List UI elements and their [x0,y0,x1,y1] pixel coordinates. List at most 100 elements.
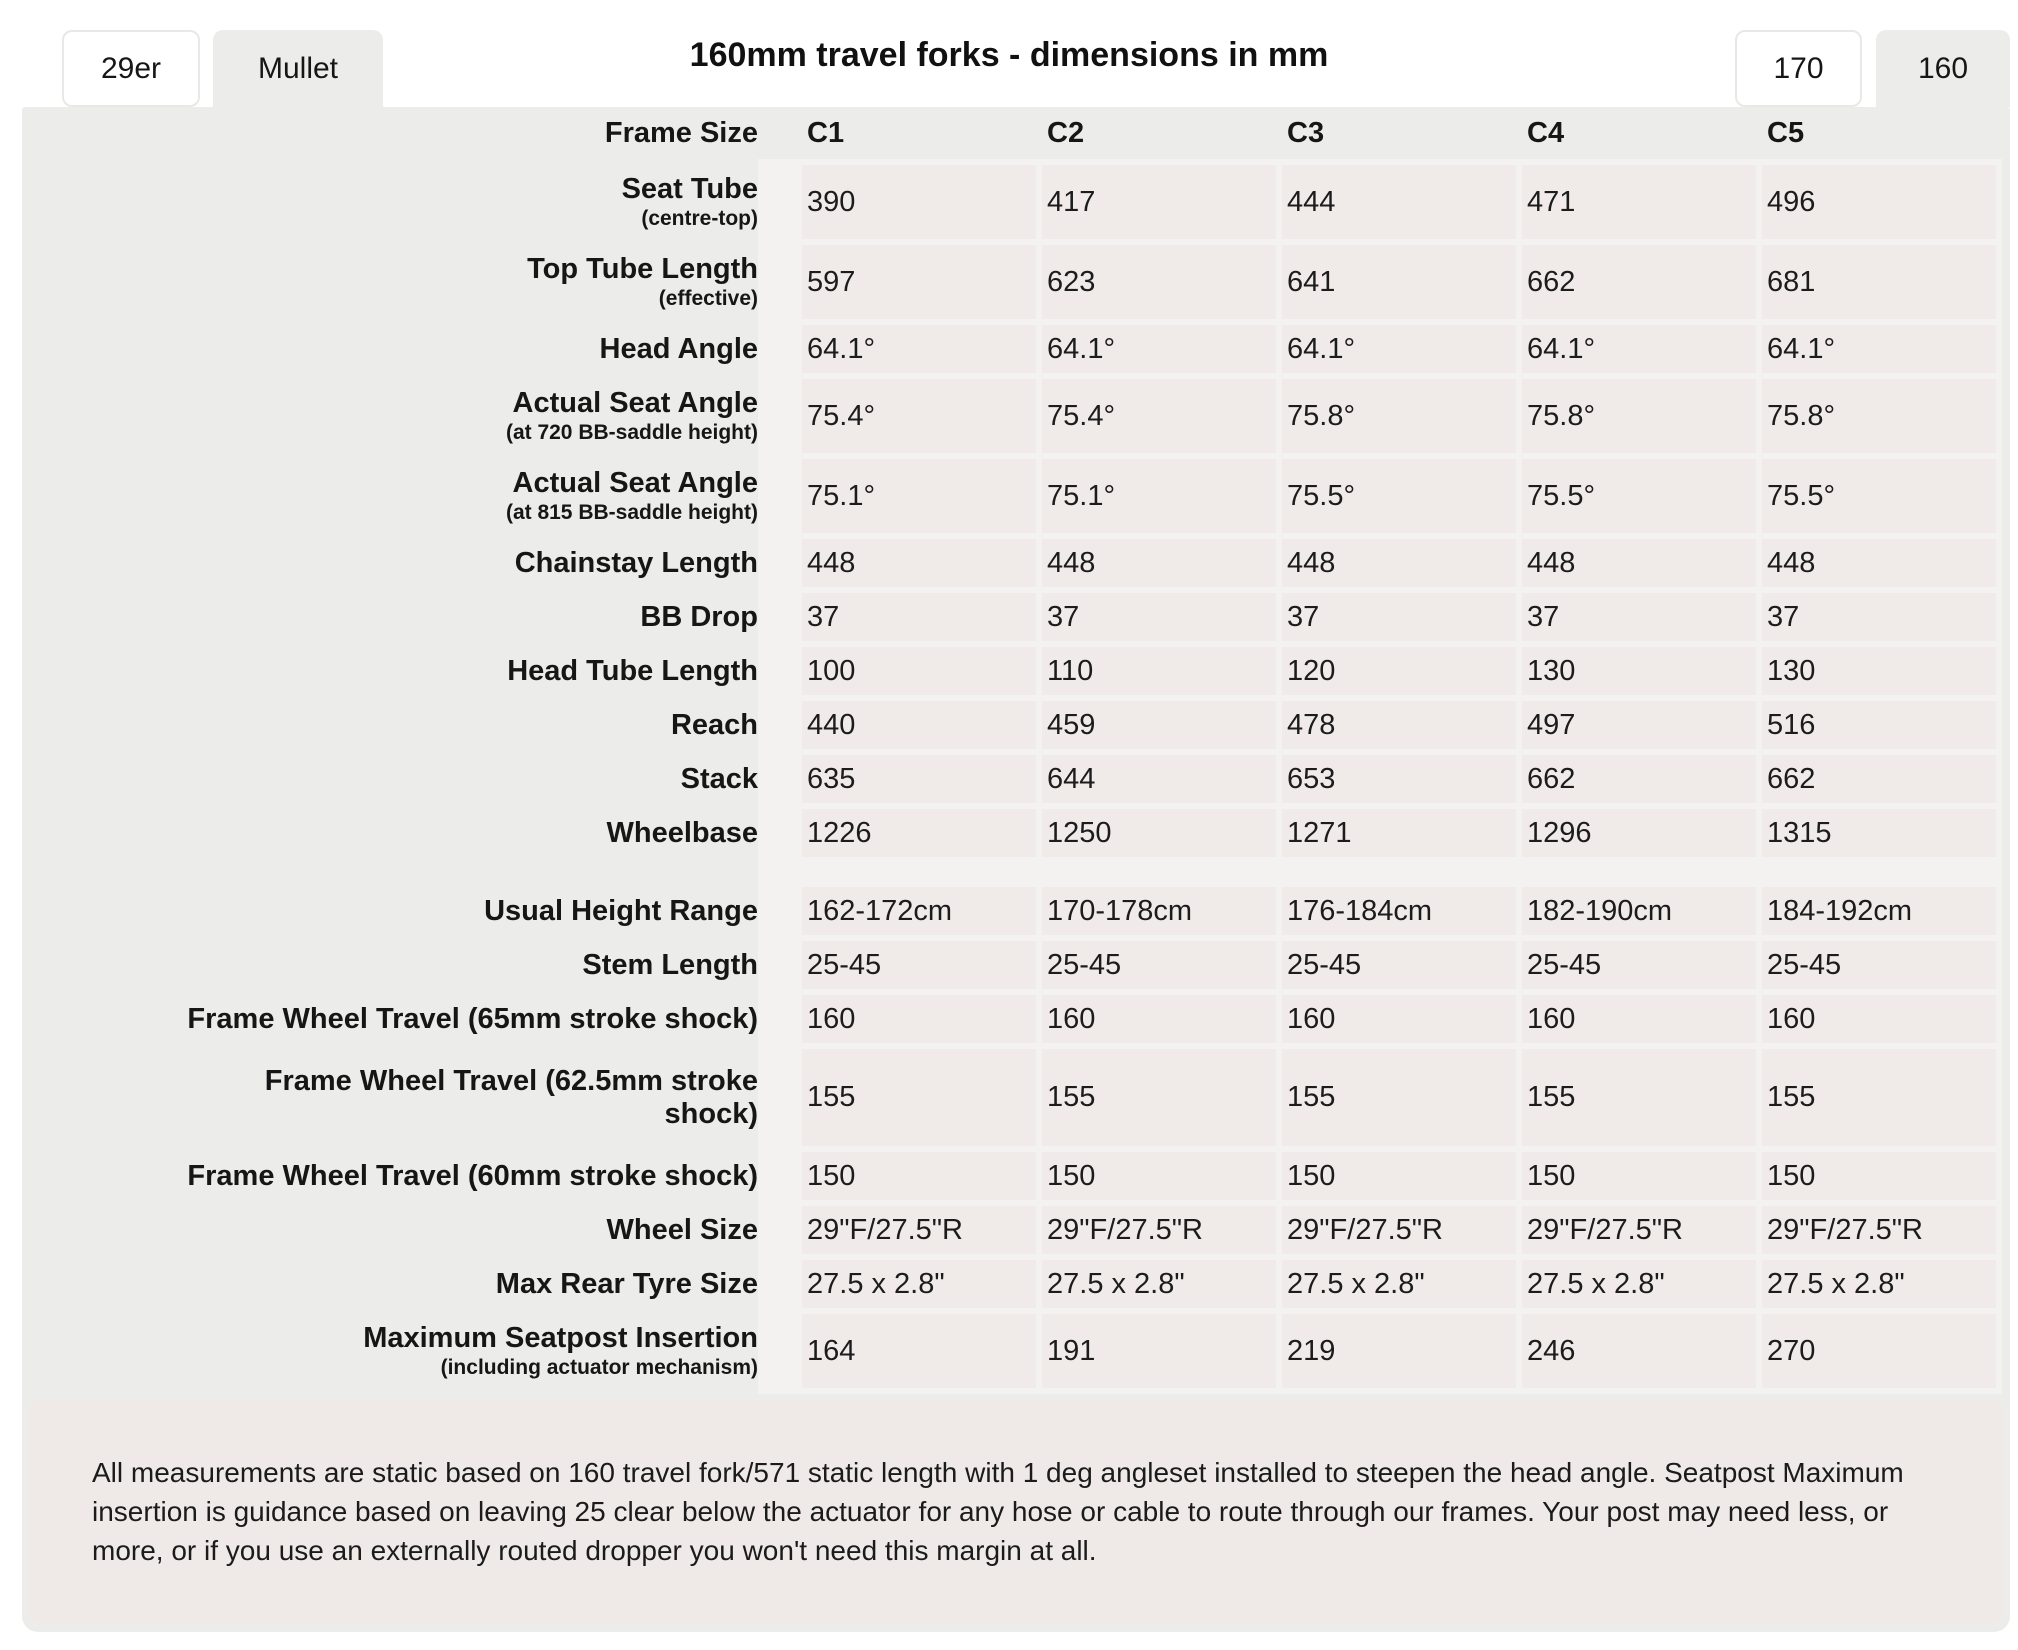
value-cell: 27.5 x 2.8" [1522,1260,1756,1308]
row-cells: 27.5 x 2.8" 27.5 x 2.8" 27.5 x 2.8" 27.5 x … [802,1260,1996,1308]
row-label: Seat Tube (centre-top) [22,165,758,239]
value-cell: 270 [1762,1314,1996,1388]
value-cell: 25-45 [802,941,1036,989]
value-cell: 162-172cm [802,887,1036,935]
value-cell: 64.1° [1762,325,1996,373]
value-cell: 662 [1762,755,1996,803]
tab-mullet[interactable]: Mullet [213,30,383,107]
row-label-text: Seat Tube [621,173,758,205]
column-header: C4 [1527,116,1565,149]
geometry-table-rows: Frame Size C1 C2 C3 C4 C5 Seat Tube (centre-t… [22,107,2010,1394]
value-cell: 75.5° [1282,459,1516,533]
table-row: Wheel Size 29"F/27.5"R 29"F/27.5"R 29"F/27.… [22,1206,2010,1254]
table-row: Stem Length 25-45 25-45 25-45 25-45 25-45 [22,941,2010,989]
value-cell: 1226 [802,809,1036,857]
value-cell: 160 [1762,995,1996,1043]
row-label-text: Head Tube Length [507,654,758,687]
value-cell: 246 [1522,1314,1756,1388]
value-cell: 110 [1042,647,1276,695]
value-cell: 37 [1522,593,1756,641]
row-label: Top Tube Length (effective) [22,245,758,319]
value-cell: 644 [1042,755,1276,803]
value-cell: 75.8° [1762,379,1996,453]
row-label: Head Tube Length [22,647,758,695]
table-row: Wheelbase 1226 1250 1271 1296 1315 [22,809,2010,857]
column-header: C3 [1287,116,1325,149]
row-sublabel: (at 815 BB-saddle height) [505,501,758,524]
value-cell: 64.1° [1522,325,1756,373]
value-cell: 130 [1762,647,1996,695]
row-label-text: Stack [680,762,758,795]
tab-29er[interactable]: 29er [62,30,200,107]
row-label: Stem Length [22,941,758,989]
row-label: Stack [22,755,758,803]
value-cell: 64.1° [1282,325,1516,373]
value-cell: 37 [1762,593,1996,641]
row-cells: 162-172cm 170-178cm 176-184cm 182-190cm 184-… [802,887,1996,935]
value-cell: 29"F/27.5"R [1042,1206,1276,1254]
row-label: Max Rear Tyre Size [22,1260,758,1308]
row-label: Maximum Seatpost Insertion (including act… [22,1314,758,1388]
column-header-row: Frame Size C1 C2 C3 C4 C5 [22,107,2010,159]
value-cell: 64.1° [802,325,1036,373]
value-cell: 29"F/27.5"R [1762,1206,1996,1254]
row-cells: 75.4° 75.4° 75.8° 75.8° 75.8° [802,379,1996,453]
value-cell: 27.5 x 2.8" [1042,1260,1276,1308]
table-row: Chainstay Length 448 448 448 448 448 [22,539,2010,587]
row-label: Wheel Size [22,1206,759,1254]
row-cells: 164 191 219 246 270 [802,1314,1996,1388]
value-cell: 150 [1762,1152,1996,1200]
value-cell: 1271 [1282,809,1516,857]
value-cell: 155 [1762,1049,1996,1146]
footnote-text: All measurements are static based on 160… [92,1457,1904,1566]
row-label: Frame Wheel Travel (65mm stroke shock) [22,995,758,1043]
value-cell: 417 [1042,165,1276,239]
row-cells: 390 417 444 471 496 [802,165,1996,239]
value-cell: 29"F/27.5"R [802,1206,1036,1254]
table-row: Actual Seat Angle (at 815 BB-saddle heigh… [22,459,2010,533]
value-cell: 219 [1282,1314,1516,1388]
geometry-table: Frame Size C1 C2 C3 C4 C5 Seat Tube (centre-t… [22,107,2010,1632]
value-cell: 75.8° [1282,379,1516,453]
value-cell: 478 [1282,701,1516,749]
value-cell: 27.5 x 2.8" [1762,1260,1996,1308]
table-row: Top Tube Length (effective) 597 623 641 662 68… [22,245,2010,319]
value-cell: 27.5 x 2.8" [1282,1260,1516,1308]
row-label-text: Wheel Size [606,1213,759,1246]
value-cell: 1296 [1522,809,1756,857]
value-cell: 623 [1042,245,1276,319]
column-header: C5 [1767,116,1805,149]
page-title: 160mm travel forks - dimensions in mm [689,36,1329,74]
value-cell: 164 [802,1314,1036,1388]
row-label: Frame Wheel Travel (62.5mm stroke shock) [22,1049,758,1146]
value-cell: 170-178cm [1042,887,1276,935]
value-cell: 516 [1762,701,1996,749]
value-cell: 448 [802,539,1036,587]
value-cell: 75.4° [802,379,1036,453]
row-cells: 64.1° 64.1° 64.1° 64.1° 64.1° [802,325,1996,373]
row-label: Usual Height Range [22,887,758,935]
value-cell: 448 [1762,539,1996,587]
value-cell: 390 [802,165,1036,239]
row-sublabel: (at 720 BB-saddle height) [505,421,758,444]
tab-170[interactable]: 170 [1735,30,1862,107]
value-cell: 459 [1042,701,1276,749]
value-cell: 130 [1522,647,1756,695]
value-cell: 75.5° [1762,459,1996,533]
row-sublabel: (effective) [658,287,758,310]
row-label-text: Actual Seat Angle [512,387,758,419]
corner-label-cell: Frame Size [22,107,758,159]
tab-160[interactable]: 160 [1876,30,2010,107]
value-cell: 448 [1042,539,1276,587]
value-cell: 37 [1282,593,1516,641]
row-label-text: Chainstay Length [514,546,758,579]
value-cell: 75.1° [1042,459,1276,533]
row-label-text: Head Angle [599,332,758,365]
row-label: Head Angle [22,325,758,373]
value-cell: 25-45 [1042,941,1276,989]
table-row: Actual Seat Angle (at 720 BB-saddle heigh… [22,379,2010,453]
value-cell: 150 [1042,1152,1276,1200]
value-cell: 471 [1522,165,1756,239]
value-cell: 25-45 [1762,941,1996,989]
value-cell: 37 [1042,593,1276,641]
